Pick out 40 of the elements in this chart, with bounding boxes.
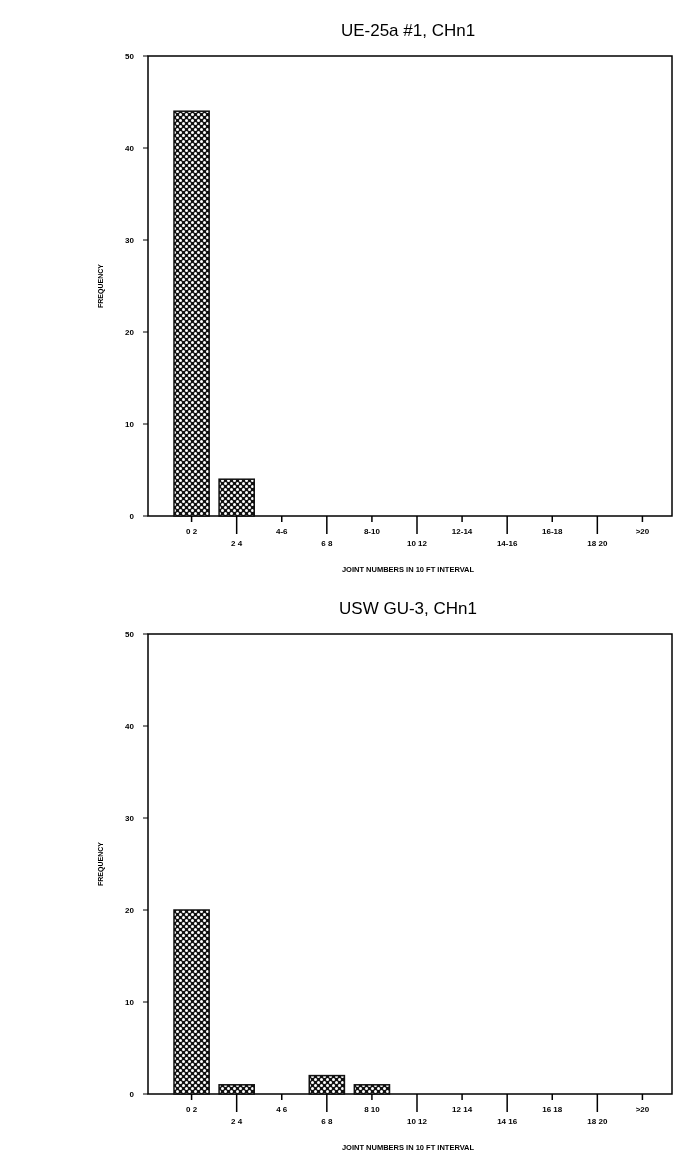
y-tick-label: 10 xyxy=(125,998,135,1007)
y-tick-label: 40 xyxy=(125,722,135,731)
x-tick-label: 4-6 xyxy=(275,527,289,536)
x-tick-label: >20 xyxy=(635,1105,650,1114)
x-tick-label: 14 16 xyxy=(497,1117,518,1126)
x-tick-label: 6 8 xyxy=(321,539,333,548)
x-tick-label: 4 6 xyxy=(276,1105,288,1114)
chart-title: USW GU-3, CHn1 xyxy=(339,599,477,618)
chart-title: UE-25a #1, CHn1 xyxy=(340,21,476,40)
y-tick-label: 50 xyxy=(125,630,135,639)
y-tick-label: 50 xyxy=(125,52,135,61)
y-tick-label: 20 xyxy=(125,328,135,337)
x-tick-label: 2 4 xyxy=(231,539,243,548)
x-tick-label: 0 2 xyxy=(186,527,198,536)
y-tick-label: 0 xyxy=(129,512,135,521)
x-tick-label: 12 14 xyxy=(452,1105,473,1114)
x-tick-label: 8-10 xyxy=(363,527,381,536)
y-tick-label: 10 xyxy=(125,420,135,429)
x-tick-label: >20 xyxy=(635,527,650,536)
x-tick-label: 8 10 xyxy=(364,1105,381,1114)
x-tick-label: 18 20 xyxy=(587,539,608,548)
y-tick-label: 0 xyxy=(129,1090,135,1099)
y-tick-label: 30 xyxy=(125,236,135,245)
x-tick-label: 12-14 xyxy=(451,527,473,536)
x-tick-label: 14-16 xyxy=(496,539,518,548)
x-tick-label: 18 20 xyxy=(587,1117,608,1126)
bar xyxy=(173,909,210,1095)
x-tick-label: 10 12 xyxy=(406,539,428,548)
x-tick-label: 2 4 xyxy=(231,1117,243,1126)
y-tick-label: 20 xyxy=(125,906,135,915)
x-tick-label: 16-18 xyxy=(542,527,564,536)
bar xyxy=(353,1084,391,1095)
bar xyxy=(308,1074,346,1095)
x-tick-label: 16 18 xyxy=(542,1105,563,1114)
x-tick-label: 6 8 xyxy=(321,1117,333,1126)
bar xyxy=(218,1084,255,1095)
x-tick-label: 0 2 xyxy=(186,1105,198,1114)
y-tick-label: 40 xyxy=(125,144,135,153)
y-tick-label: 30 xyxy=(125,814,135,823)
x-tick-label: 10 12 xyxy=(406,1117,428,1126)
